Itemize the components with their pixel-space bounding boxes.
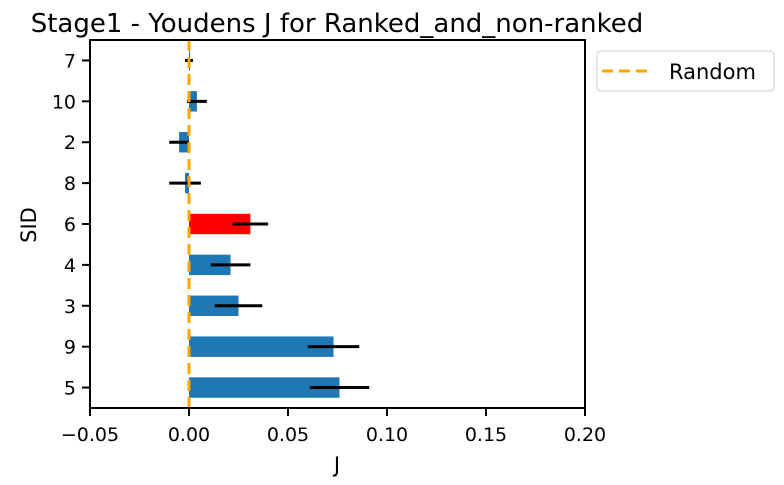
y-tick-label: 6 <box>64 214 76 236</box>
y-tick-label: 5 <box>64 378 76 400</box>
x-tick-label: −0.05 <box>61 424 119 446</box>
plot-frame <box>89 39 586 409</box>
x-tick-label: 0.15 <box>465 424 507 446</box>
y-tick-label: 8 <box>64 173 76 195</box>
y-tick-label: 4 <box>64 255 76 277</box>
legend: Random <box>596 50 775 92</box>
bar-sid-6 <box>189 213 251 235</box>
bar-sid-3 <box>189 295 239 316</box>
chart-title: Stage1 - Youdens J for Ranked_and_non-ra… <box>31 9 644 39</box>
y-tick-label: 10 <box>52 91 76 113</box>
x-tick-label: 0.10 <box>366 424 408 446</box>
legend-random-label: Random <box>669 60 756 84</box>
x-tick-label: 0.05 <box>267 424 309 446</box>
y-tick-label: 9 <box>64 337 76 359</box>
y-tick-label: 2 <box>64 132 76 154</box>
bar-sid-9 <box>189 336 334 357</box>
y-tick-label: 7 <box>64 50 76 72</box>
x-tick-label: 0.00 <box>168 424 210 446</box>
x-axis-label: J <box>332 453 340 477</box>
bar-sid-5 <box>189 377 340 398</box>
y-tick-label: 3 <box>64 296 76 318</box>
y-axis-label: SID <box>17 207 41 243</box>
plot-area: 7 10 2 8 6 4 3 9 5 −0.05 0.00 0.05 0.10 0.15 0.20 <box>52 39 606 446</box>
legend-box <box>596 50 775 92</box>
bar-sid-4 <box>189 254 231 276</box>
x-tick-label: 0.20 <box>564 424 606 446</box>
